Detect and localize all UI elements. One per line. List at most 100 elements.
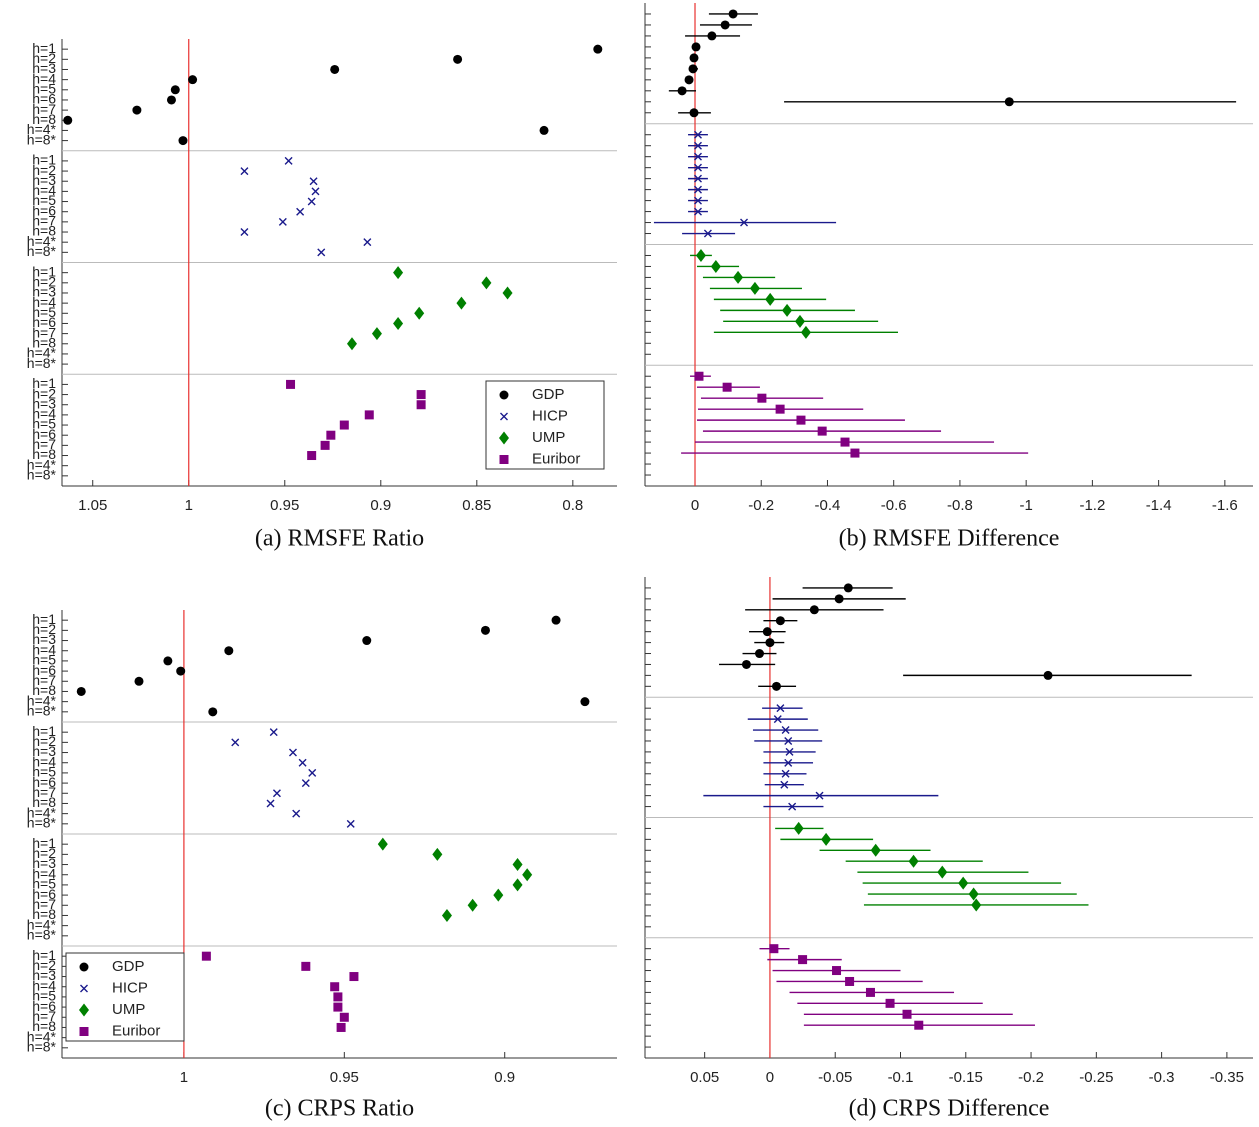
y-tick-label: h=4* — [27, 345, 57, 361]
marker — [740, 218, 749, 227]
y-tick-label: h=4 — [32, 406, 56, 422]
marker — [693, 174, 702, 183]
caption: (a) RMSFE Ratio — [255, 526, 424, 552]
marker — [441, 908, 452, 922]
y-tick-label: h=3 — [32, 172, 56, 188]
y-tick-label: h=1 — [32, 263, 56, 279]
marker — [845, 976, 855, 986]
marker — [684, 75, 694, 85]
y-tick-label: h=4* — [27, 916, 57, 932]
x-tick-label: 0.9 — [494, 1069, 515, 1086]
marker — [769, 944, 779, 954]
marker — [840, 437, 850, 447]
marker — [765, 638, 775, 648]
y-tick-label: h=3 — [32, 855, 56, 871]
marker — [333, 992, 343, 1002]
marker — [771, 681, 781, 691]
marker — [512, 858, 523, 872]
marker — [309, 177, 318, 186]
y-tick-label: h=4 — [32, 294, 56, 310]
y-tick-label: h=7 — [32, 1008, 56, 1024]
marker — [784, 736, 793, 745]
y-tick-label: h=8* — [27, 243, 57, 259]
marker — [800, 325, 811, 339]
marker — [580, 697, 590, 707]
x-tick-label: 1.05 — [78, 497, 107, 514]
marker — [176, 666, 186, 676]
x-tick-label: -1.6 — [1212, 497, 1238, 514]
marker — [377, 837, 388, 851]
y-tick-label: h=4 — [32, 865, 56, 881]
marker — [593, 44, 603, 54]
marker — [284, 156, 293, 165]
marker — [798, 955, 808, 965]
x-tick-label: 1 — [180, 1069, 188, 1086]
marker — [393, 266, 404, 280]
marker — [349, 972, 359, 982]
y-tick-label: h=4* — [27, 804, 57, 820]
marker — [301, 779, 310, 788]
marker — [326, 430, 336, 440]
marker — [870, 843, 881, 857]
y-tick-label: h=6 — [32, 202, 56, 218]
marker — [178, 136, 188, 146]
panel: 1.05 1 0.95 0.9 0.85 0.8h=1h=2h=3h=4h=5h=6h=7… — [27, 39, 617, 552]
marker — [393, 316, 404, 330]
marker — [694, 371, 704, 381]
marker — [775, 616, 785, 626]
y-tick-label: h=4* — [27, 692, 57, 708]
marker — [480, 625, 490, 635]
y-tick-label: h=8 — [32, 334, 56, 350]
marker — [163, 656, 173, 666]
marker — [307, 451, 317, 461]
marker — [754, 649, 764, 659]
x-tick-label: -0.15 — [949, 1069, 983, 1086]
y-tick-label: h=5 — [32, 416, 56, 432]
y-tick-label: h=2 — [32, 733, 56, 749]
marker — [522, 868, 533, 882]
marker — [815, 791, 824, 800]
caption: (b) RMSFE Difference — [839, 526, 1060, 552]
legend-label: GDP — [112, 958, 145, 975]
y-tick-label: h=8 — [32, 223, 56, 239]
y-tick-label: h=2 — [32, 385, 56, 401]
marker — [809, 605, 819, 615]
marker — [539, 125, 549, 135]
y-tick-label: h=1 — [32, 947, 56, 963]
y-tick-label: h=4 — [32, 70, 56, 86]
marker — [416, 390, 426, 400]
y-tick-label: h=1 — [32, 375, 56, 391]
marker — [722, 382, 732, 392]
marker — [79, 962, 89, 972]
y-tick-label: h=4* — [27, 121, 57, 137]
marker — [499, 455, 509, 464]
marker — [456, 296, 467, 310]
y-tick-label: h=2 — [32, 957, 56, 973]
marker — [741, 659, 751, 669]
y-tick-label: h=8* — [27, 927, 57, 943]
marker — [224, 646, 234, 656]
marker — [707, 31, 717, 41]
x-tick-label: -0.2 — [1018, 1069, 1044, 1086]
y-tick-label: h=8* — [27, 467, 57, 483]
y-tick-label: h=2 — [32, 162, 56, 178]
y-tick-label: h=6 — [32, 998, 56, 1014]
marker — [346, 819, 355, 828]
marker — [317, 248, 326, 257]
marker — [780, 780, 789, 789]
marker — [971, 898, 982, 912]
y-tick-label: h=1 — [32, 152, 56, 168]
y-tick-label: h=8 — [32, 794, 56, 810]
marker — [308, 768, 317, 777]
marker — [773, 715, 782, 724]
marker — [757, 393, 767, 403]
marker — [551, 615, 561, 625]
marker — [499, 431, 509, 445]
marker — [693, 207, 702, 216]
x-tick-label: 0 — [766, 1069, 774, 1086]
legend: GDP HICP UMP Euribor — [65, 952, 185, 1042]
x-tick-label: -0.25 — [1079, 1069, 1113, 1086]
y-tick-label: h=3 — [32, 395, 56, 411]
marker — [269, 728, 278, 737]
